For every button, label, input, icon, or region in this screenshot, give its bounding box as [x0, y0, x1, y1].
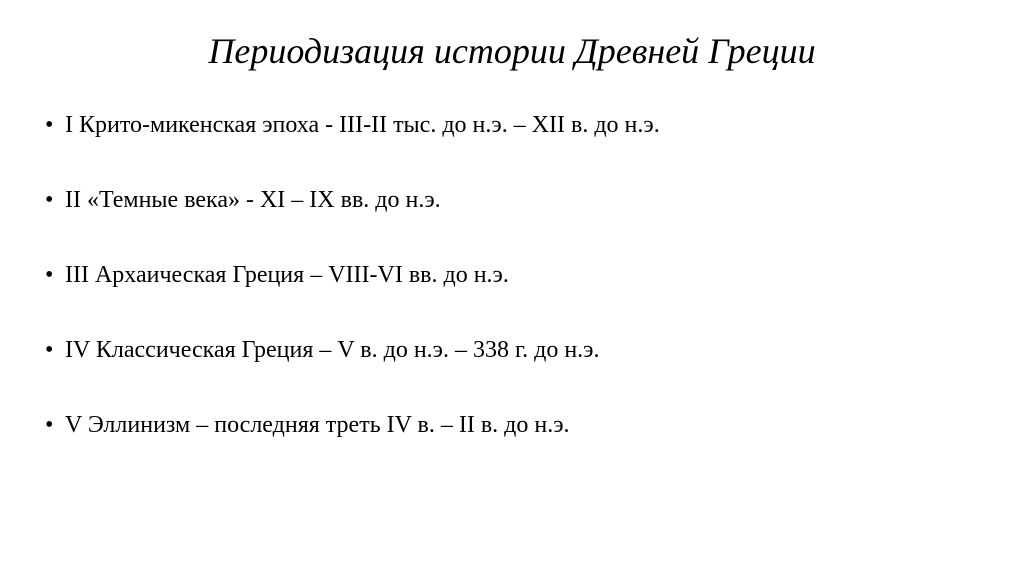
list-item: IV Классическая Греция – V в. до н.э. – … [45, 337, 984, 364]
list-item: I Крито-микенская эпоха - III-II тыс. до… [45, 112, 984, 139]
list-item: II «Темные века» - XI – IX вв. до н.э. [45, 187, 984, 214]
periodization-list: I Крито-микенская эпоха - III-II тыс. до… [40, 112, 984, 439]
list-item: V Эллинизм – последняя треть IV в. – II … [45, 412, 984, 439]
list-item: III Архаическая Греция – VIII-VI вв. до … [45, 262, 984, 289]
slide-title: Периодизация истории Древней Греции [40, 30, 984, 72]
